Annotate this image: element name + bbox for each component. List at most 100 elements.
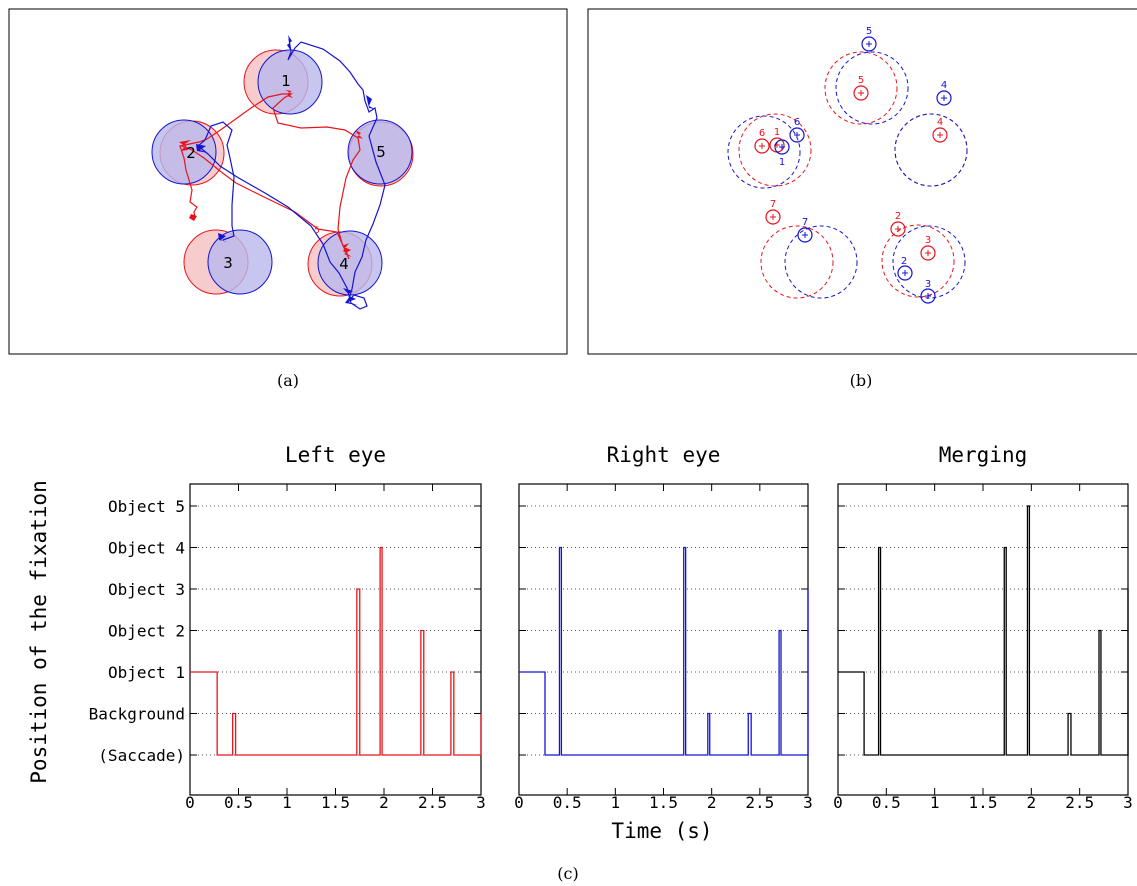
panel-c: Position of the fixation 0 0.5 1 1.5 2 2.5 3 (S…: [27, 443, 1133, 883]
panel-b: 1 2 3 4 5 6 7 1 2 3 4 5 6 7 (b): [587, 8, 1137, 390]
panel-a-region-labels: 1 2 3 4 5 5: [186, 72, 386, 273]
x-tick-label: 0.5: [224, 793, 253, 812]
timeline-charts: 0 0.5 1 1.5 2 2.5 3 (Saccade) Background Object 1…: [89, 443, 1133, 812]
region-label: 2: [186, 144, 196, 162]
x-axis-label: Time (s): [611, 819, 712, 843]
y-tick-label: Background: [89, 705, 185, 724]
left-fixation-cluster: [285, 90, 293, 98]
right-fixation-cluster: [343, 288, 358, 305]
fixation-cross: [759, 143, 765, 149]
fixation-timeline-line: [838, 505, 1129, 756]
plot-frame: [518, 483, 809, 796]
fixation-marker: [936, 90, 952, 106]
right-eye-region-dashed: [727, 115, 801, 189]
panel-a-right-regions: [151, 49, 413, 296]
x-tick-label: 3: [1123, 793, 1133, 812]
right-fixation-cluster: [366, 95, 375, 109]
fixation-label: 7: [770, 199, 776, 210]
fixation-marker: [789, 127, 805, 143]
fixation-marker: [897, 265, 913, 281]
fixation-label: 6: [759, 128, 765, 139]
caption-a: (a): [277, 371, 299, 390]
fixation-marker: [774, 139, 790, 155]
chart-title: Merging: [939, 443, 1028, 467]
fixation-label: 4: [937, 117, 943, 128]
right-eye-region: [257, 49, 323, 115]
timeline-chart-1: 0 0.5 1 1.5 2 2.5 3 Right eye: [514, 443, 813, 812]
region-label: 3: [223, 254, 233, 272]
plot-frame: [837, 483, 1129, 796]
fixation-label: 5: [866, 26, 872, 37]
region-label: 4: [339, 255, 349, 273]
right-fixation-cluster: [218, 233, 228, 242]
fixation-cross: [925, 250, 931, 256]
chart-title: Right eye: [607, 443, 721, 467]
fixation-label: 4: [941, 80, 947, 91]
left-eye-scanpath: [179, 93, 361, 260]
x-tick-label: 2: [707, 793, 717, 812]
fixation-timeline-line: [190, 546, 482, 756]
x-tick-label: 0: [833, 793, 843, 812]
fixation-label: 2: [895, 211, 901, 222]
fixation-timeline-line: [519, 546, 809, 756]
left-fixation-cluster: [342, 243, 352, 257]
right-fixation-cluster: [196, 144, 208, 153]
y-tick-label: Object 1: [108, 663, 185, 682]
y-tick-label: Object 5: [108, 497, 185, 516]
fixation-label: 1: [779, 157, 785, 168]
right-eye-region: [317, 230, 383, 296]
left-fixation-cluster: [355, 130, 363, 139]
x-tick-label: 0: [185, 793, 195, 812]
right-eye-region-dashed: [835, 51, 909, 125]
right-eye-region-dashed: [894, 113, 968, 187]
left-eye-region-dashed: [760, 225, 834, 299]
fixation-marker: [853, 85, 869, 101]
left-fixation-cluster: [179, 140, 191, 151]
left-eye-region-dashed: [824, 51, 898, 125]
panel-a: 1 2 3 4 5 5 (a): [8, 8, 568, 390]
x-tick-label: 1: [930, 793, 940, 812]
x-tick-label: 2.5: [418, 793, 447, 812]
x-tick-label: 2: [379, 793, 389, 812]
fixation-marker: [797, 227, 813, 243]
timeline-chart-0: 0 0.5 1 1.5 2 2.5 3 (Saccade) Background Object 1…: [89, 443, 486, 812]
y-tick-label: Object 3: [108, 580, 185, 599]
y-tick-label: Object 4: [108, 539, 185, 558]
fixation-cross: [895, 226, 901, 232]
right-eye-region: [207, 229, 273, 295]
plot-frame: [189, 483, 482, 796]
y-axis-label: Position of the fixation: [27, 480, 51, 783]
chart-title: Left eye: [285, 443, 386, 467]
panel-b-fixations: 1 2 3 4 5 6 7 1 2 3 4 5 6 7: [754, 26, 952, 304]
fixation-label: 2: [901, 256, 907, 267]
region-label: 1: [281, 72, 291, 90]
right-fixation-cluster: [287, 35, 292, 51]
region-mark: 5: [314, 226, 320, 236]
fixation-cross: [937, 132, 943, 138]
x-tick-label: 2.5: [745, 793, 774, 812]
x-tick-label: 1.5: [649, 793, 678, 812]
x-tick-label: 3: [476, 793, 486, 812]
fixation-marker: [932, 127, 948, 143]
fixation-label: 3: [925, 279, 931, 290]
fixation-cross: [925, 293, 931, 299]
panel-b-dashed-regions: [727, 51, 968, 299]
right-eye-scanpath: [197, 38, 386, 310]
fixation-cross: [794, 132, 800, 138]
fixation-cross: [858, 90, 864, 96]
x-tick-label: 0.5: [553, 793, 582, 812]
fixation-cross: [779, 144, 785, 150]
fixation-marker: [920, 245, 936, 261]
x-tick-label: 2.5: [1065, 793, 1094, 812]
x-tick-label: 0: [514, 793, 524, 812]
right-eye-region-dashed: [892, 225, 966, 299]
fixation-cross: [902, 270, 908, 276]
right-eye-region: [151, 119, 217, 185]
right-eye-region: [347, 119, 413, 185]
fixation-label: 5: [858, 75, 864, 86]
x-tick-label: 1.5: [969, 793, 998, 812]
fixation-cross: [941, 95, 947, 101]
fixation-label: 6: [794, 117, 800, 128]
fixation-marker: [861, 36, 877, 52]
